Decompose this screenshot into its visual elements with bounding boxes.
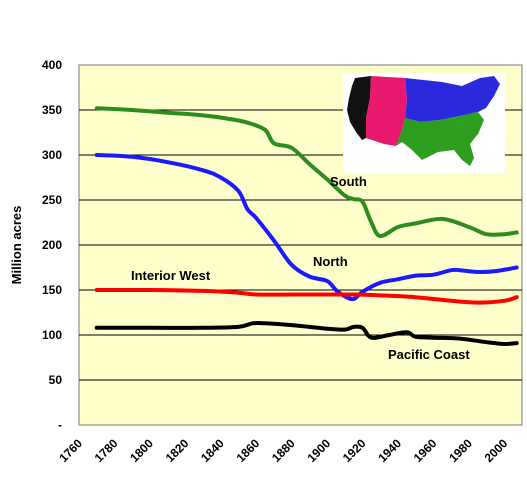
x-tick-label: 1820 [163,436,192,465]
series-label-pacific-coast: Pacific Coast [388,347,470,362]
series-label-south: South [330,174,367,189]
series-line-north [94,153,519,302]
y-tick-label: 300 [42,148,62,162]
x-tick-label: 1840 [198,436,227,465]
region-map-inset [343,73,505,173]
series-line-pacific-coast [94,320,519,347]
map-region-interior-west [366,76,407,146]
x-tick-label: 1980 [446,436,475,465]
y-tick-label: 250 [42,193,62,207]
x-tick-label: 1800 [127,436,156,465]
x-tick-label: 1860 [234,436,263,465]
y-tick-label: 350 [42,103,62,117]
map-region-north [405,76,500,122]
y-axis-title: Million acres [9,206,24,285]
map-region-pacific-coast [347,76,371,140]
x-tick-label: 2000 [482,436,511,465]
series-label-north: North [313,254,348,269]
y-tick-label: 150 [42,283,62,297]
series-lines [94,106,519,347]
x-tick-label: 1780 [92,436,121,465]
y-tick-label: 200 [42,238,62,252]
y-tick-label: - [58,418,62,432]
x-tick-label: 1960 [411,436,440,465]
x-tick-label: 1900 [304,436,333,465]
y-tick-label: 50 [49,373,63,387]
map-region-south [396,112,484,166]
x-tick-label: 1760 [56,436,85,465]
series-line-south [94,106,519,239]
x-tick-label: 1920 [340,436,369,465]
series-labels: South North Interior West Pacific Coast [131,174,470,362]
y-tick-label: 100 [42,328,62,342]
y-tick-label: 400 [42,58,62,72]
series-line-interior-west [94,287,519,305]
y-axis-ticks: - 50 100 150 200 250 300 350 400 [42,58,62,432]
x-tick-label: 1940 [375,436,404,465]
x-axis-ticks: 1760 1780 1800 1820 1840 1860 1880 1900 1920 1940… [56,436,510,465]
x-tick-label: 1880 [269,436,298,465]
series-label-interior-west: Interior West [131,268,211,283]
